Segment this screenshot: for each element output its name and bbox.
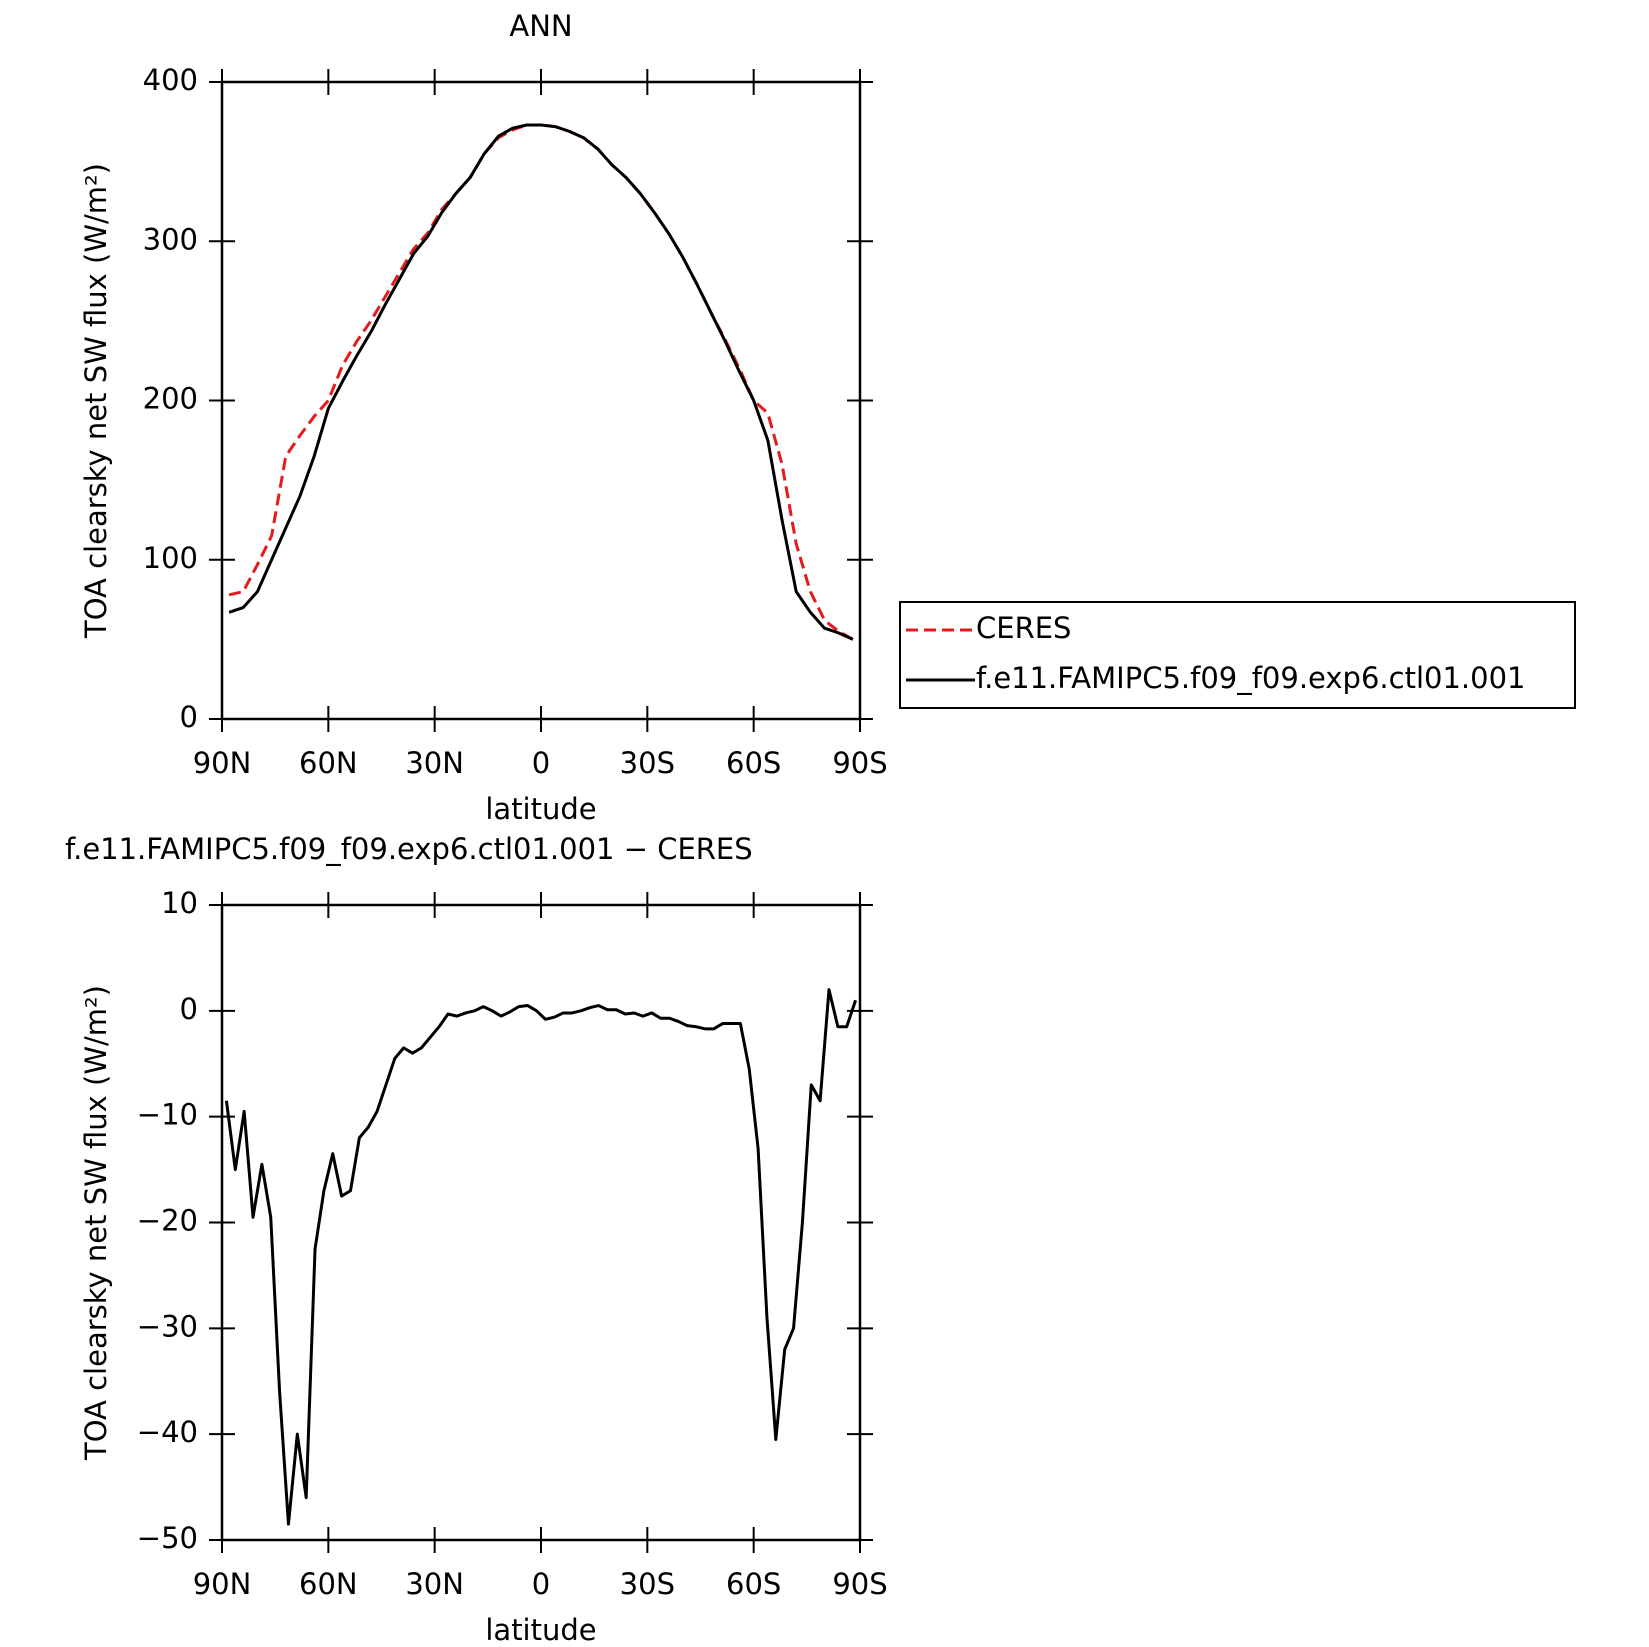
y-tick-label: 200 bbox=[143, 382, 198, 416]
legend-label: CERES bbox=[976, 611, 1071, 645]
y-axis-label: TOA clearsky net SW flux (W/m²) bbox=[79, 163, 113, 639]
y-tick-label: −40 bbox=[137, 1415, 198, 1449]
x-tick-label: 90S bbox=[832, 746, 887, 780]
x-axis-label: latitude bbox=[485, 1613, 596, 1647]
data-line bbox=[224, 988, 857, 1526]
y-tick-label: −20 bbox=[137, 1204, 198, 1238]
chart-title: ANN bbox=[509, 9, 572, 43]
data-line bbox=[228, 123, 854, 641]
x-tick-label: 90N bbox=[193, 746, 252, 780]
y-tick-label: 100 bbox=[143, 541, 198, 575]
plot-frame bbox=[220, 903, 862, 1542]
y-tick-label: 400 bbox=[143, 63, 198, 97]
x-tick-label: 60N bbox=[299, 1567, 358, 1601]
x-tick-label: 0 bbox=[532, 1567, 550, 1601]
plot-frame bbox=[220, 80, 862, 721]
x-tick-label: 60N bbox=[299, 746, 358, 780]
x-tick-label: 30N bbox=[405, 1567, 464, 1601]
x-tick-label: 0 bbox=[532, 746, 550, 780]
y-tick-label: −30 bbox=[137, 1309, 198, 1343]
y-tick-label: 0 bbox=[180, 992, 198, 1026]
x-tick-label: 90N bbox=[193, 1567, 252, 1601]
legend-box bbox=[899, 601, 1576, 709]
y-tick-label: −50 bbox=[137, 1521, 198, 1555]
x-axis-label: latitude bbox=[485, 792, 596, 826]
y-tick-label: 10 bbox=[161, 886, 198, 920]
chart-title: f.e11.FAMIPC5.f09_f09.exp6.ctl01.001 − C… bbox=[65, 832, 753, 866]
x-tick-label: 30N bbox=[405, 746, 464, 780]
y-tick-label: 0 bbox=[180, 700, 198, 734]
y-tick-label: 300 bbox=[143, 222, 198, 256]
x-tick-label: 90S bbox=[832, 1567, 887, 1601]
x-tick-label: 60S bbox=[726, 746, 781, 780]
legend-label: f.e11.FAMIPC5.f09_f09.exp6.ctl01.001 bbox=[976, 661, 1525, 695]
x-tick-label: 60S bbox=[726, 1567, 781, 1601]
y-axis-label: TOA clearsky net SW flux (W/m²) bbox=[79, 985, 113, 1461]
y-tick-label: −10 bbox=[137, 1098, 198, 1132]
x-tick-label: 30S bbox=[620, 1567, 675, 1601]
x-tick-label: 30S bbox=[620, 746, 675, 780]
data-line bbox=[228, 123, 854, 641]
